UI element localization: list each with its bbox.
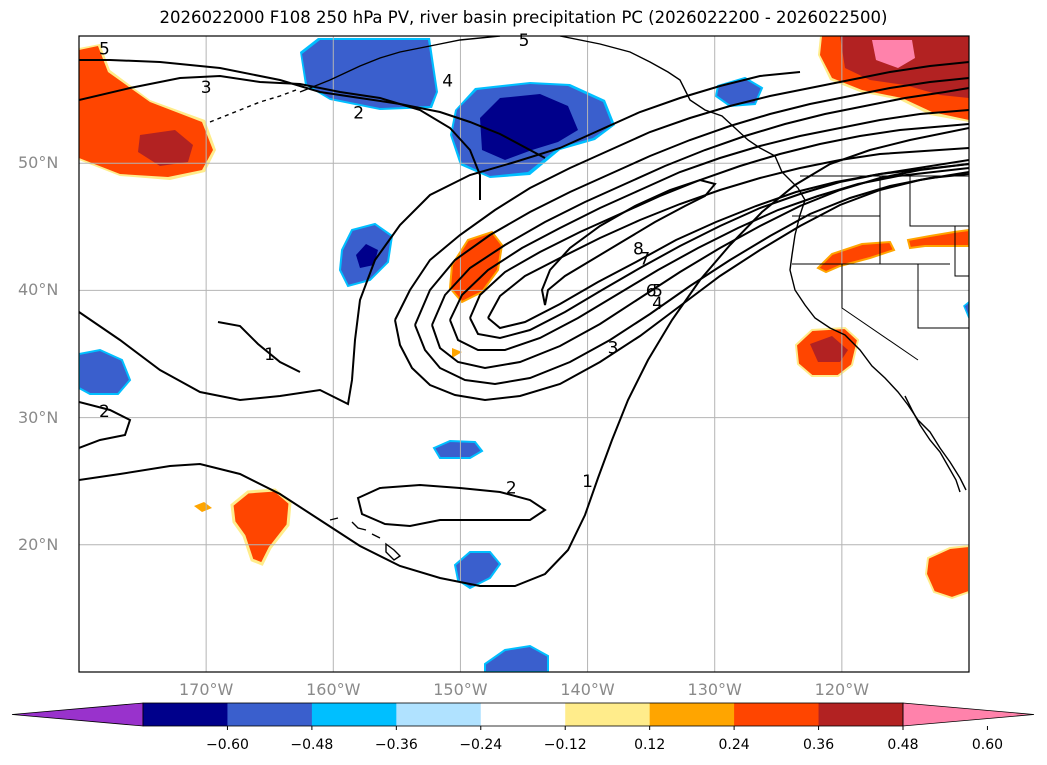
- colorbar-extend-min: [11, 702, 144, 727]
- aleutian-islands: [209, 89, 297, 123]
- graticule: [79, 36, 969, 672]
- colorbar-segment: [565, 703, 651, 726]
- contour-label: 2: [99, 402, 110, 422]
- latitude-label: 30°N: [18, 407, 59, 427]
- pv-contour-1: [217, 321, 301, 373]
- pv-contour-3: [394, 171, 969, 402]
- longitude-label: 120°W: [814, 680, 870, 699]
- precip-negative-region: [79, 348, 132, 395]
- colorbar-tick-label: −0.12: [543, 737, 587, 753]
- contour-label: 2: [353, 103, 364, 123]
- latitude-label: 50°N: [18, 153, 59, 173]
- precip-positive-region: [448, 230, 504, 304]
- pv-contour-7: [469, 159, 969, 340]
- colorbar-tick-label: 0.12: [634, 737, 666, 753]
- pv-contour-5: [431, 87, 969, 326]
- contour-label: 4: [652, 294, 663, 314]
- pv-contour-4: [414, 77, 969, 326]
- precip-negative-region: [963, 301, 969, 319]
- contour-label: 5: [652, 281, 663, 301]
- contour-label: 4: [442, 72, 453, 92]
- pv-contour-9: [540, 178, 717, 306]
- longitude-label: 140°W: [560, 680, 615, 699]
- colorbar-segment: [480, 703, 566, 726]
- colorbar-tick-label: −0.60: [205, 737, 249, 753]
- colorbar-segment: [227, 703, 313, 726]
- precip-strongest-positive-region: [872, 40, 915, 68]
- precip-strong-positive-region: [810, 336, 848, 362]
- contour-label: 7: [639, 250, 650, 270]
- longitude-label: 160°W: [306, 680, 361, 699]
- pv-contour-2: [356, 483, 547, 528]
- alaska-coastline: [299, 36, 806, 201]
- pv-contour-8: [487, 163, 969, 330]
- state-borders: [792, 176, 969, 361]
- precip-anomaly-fills: [79, 36, 969, 672]
- colorbar-frame: [142, 702, 904, 727]
- colorbar-tick-label: 0.60: [971, 737, 1004, 753]
- colorbar: [11, 702, 1035, 730]
- contour-label: 5: [99, 40, 110, 60]
- pv-contour-2: [79, 59, 546, 159]
- colorbar-extend-max: [902, 702, 1035, 727]
- contour-label: 3: [608, 339, 619, 359]
- precip-negative-region: [432, 439, 484, 459]
- pv-contour-8: [487, 147, 969, 319]
- contour-label: 8: [633, 239, 644, 259]
- pv-contour-6: [449, 109, 969, 321]
- colorbar-tick-label: 0.36: [802, 737, 835, 753]
- contour-label: 6: [646, 281, 657, 301]
- longitude-label: 170°W: [178, 680, 234, 699]
- colorbar-segment: [311, 703, 397, 726]
- contour-label: 2: [506, 479, 517, 499]
- map-title: 2026022000 F108 250 hPa PV, river basin …: [159, 8, 888, 27]
- latitude-label: 20°N: [18, 534, 59, 554]
- pv-contour-6: [449, 167, 969, 351]
- precip-positive-region: [906, 228, 969, 250]
- colorbar-tick-label: −0.36: [374, 737, 418, 753]
- colorbar-segment: [649, 703, 735, 726]
- longitude-label: 130°W: [687, 680, 742, 699]
- precip-strong-negative-region: [480, 94, 578, 160]
- pv-contour-labels: 532458765431221: [99, 31, 663, 499]
- precip-positive-region: [924, 544, 969, 600]
- precip-positive-region: [816, 240, 896, 274]
- contour-label: 3: [201, 78, 212, 98]
- contour-label: 1: [582, 472, 593, 492]
- map-frame: [78, 35, 970, 673]
- pv-contour-1: [79, 71, 801, 406]
- pv-contour-4: [414, 173, 969, 386]
- longitude-label: 150°W: [433, 680, 488, 699]
- precip-positive-region: [452, 348, 462, 358]
- precip-negative-region: [302, 40, 436, 108]
- pv-contours: [79, 59, 969, 587]
- contour-label: 5: [519, 31, 530, 51]
- precip-positive-region: [230, 488, 292, 566]
- colorbar-tick-label: 0.48: [887, 737, 919, 753]
- contour-label: 1: [264, 345, 275, 365]
- pv-contour-3: [394, 61, 969, 321]
- precip-strong-positive-region: [138, 130, 193, 166]
- precip-strong-negative-region: [356, 244, 378, 268]
- colorbar-segment: [818, 703, 904, 726]
- hawaii-islands: [329, 517, 402, 561]
- colorbar-segment: [396, 703, 482, 726]
- precip-strong-positive-region: [840, 36, 969, 98]
- colorbar-segment: [734, 703, 820, 726]
- colorbar-segment: [143, 703, 228, 726]
- colorbar-tick-label: 0.24: [718, 737, 750, 753]
- latitude-label: 40°N: [18, 280, 59, 300]
- baja-coastline: [904, 395, 961, 493]
- precip-negative-region: [484, 644, 549, 672]
- pv-contour-2: [79, 401, 132, 449]
- pv-contour-3: [79, 74, 481, 200]
- us-west-coastline: [789, 199, 967, 491]
- precip-positive-region: [194, 502, 212, 512]
- pv-contour-5: [431, 163, 969, 370]
- colorbar-tick-label: −0.24: [459, 737, 503, 753]
- pv-contour-7: [469, 123, 969, 319]
- colorbar-tick-label: −0.48: [290, 737, 334, 753]
